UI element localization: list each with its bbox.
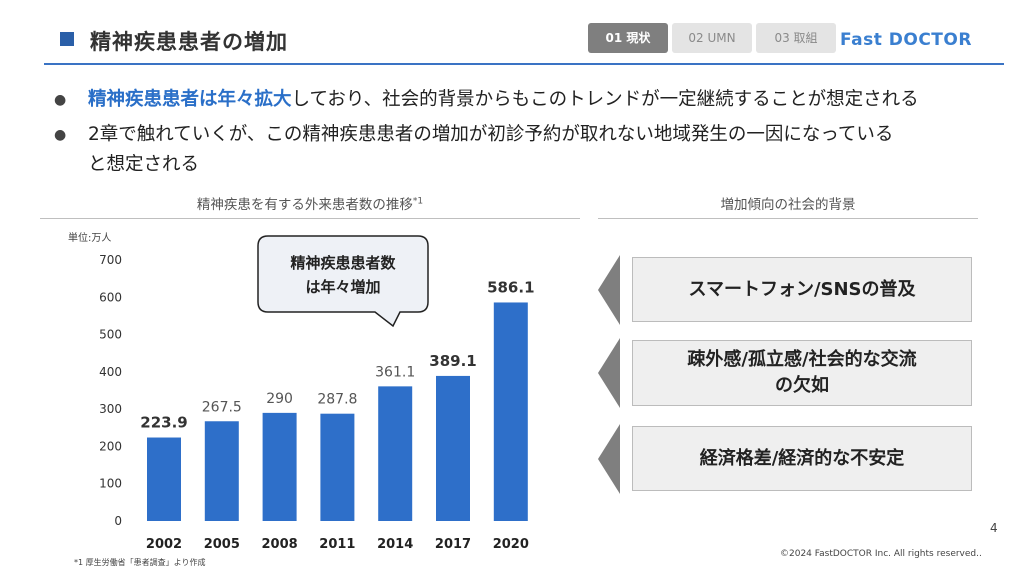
bullet-2-line-1: 2章で触れていくが、この精神疾患患者の増加が初診予約が取れない地域発生の一因にな…	[88, 124, 894, 145]
background-factor-1-line-1: スマートフォン/SNSの普及	[688, 278, 916, 300]
footnote: *1 厚生労働省「患者調査」より作成	[74, 558, 206, 567]
chart-title-note: *1	[412, 196, 424, 207]
page-number: 4	[990, 521, 998, 535]
x-tick-label: 2008	[262, 537, 298, 552]
bar-value-label: 267.5	[202, 399, 242, 415]
background-section-divider	[598, 218, 978, 219]
bullet-dot-icon: ●	[54, 127, 67, 143]
page-title: 精神疾患患者の増加	[90, 30, 288, 54]
y-tick-label: 0	[114, 514, 122, 528]
background-factor-smartphone-sns: スマートフォン/SNSの普及	[632, 257, 972, 322]
x-tick-label: 2014	[377, 537, 413, 552]
callout-text-line-2: は年々増加	[305, 278, 380, 296]
tab-current-status[interactable]: 01 現状	[588, 23, 668, 53]
bar	[493, 302, 528, 521]
background-factor-isolation: 疎外感/孤立感/社会的な交流 の欠如	[632, 340, 972, 406]
callout-bubble	[257, 235, 429, 328]
x-tick-label: 2020	[493, 537, 529, 552]
bar	[320, 413, 355, 521]
title-marker	[60, 32, 74, 46]
y-tick-label: 700	[99, 253, 122, 267]
chevron-left-icon	[598, 424, 620, 494]
bar-value-label: 287.8	[317, 392, 357, 408]
bar	[262, 412, 297, 521]
x-tick-label: 2002	[146, 537, 182, 552]
bar-value-label: 586.1	[487, 278, 534, 296]
section-tabs: 01 現状 02 UMN 03 取組	[588, 23, 836, 53]
chart-section-divider	[40, 218, 580, 219]
x-tick-label: 2005	[204, 537, 240, 552]
tab-umn[interactable]: 02 UMN	[672, 23, 752, 53]
bar	[436, 375, 470, 521]
x-tick-label: 2017	[435, 537, 471, 552]
bar-value-label: 361.1	[375, 364, 415, 380]
bullet-1-text: しており、社会的背景からもこのトレンドが一定継続することが想定される	[291, 89, 919, 110]
fastdoctor-logo: Fast DOCTOR	[840, 30, 972, 50]
background-factor-2-line-1: 疎外感/孤立感/社会的な交流	[687, 349, 917, 370]
bar-value-label: 290	[266, 391, 293, 407]
background-factor-economic-gap: 経済格差/経済的な不安定	[632, 426, 972, 491]
copyright: ©2024 FastDOCTOR Inc. All rights reserve…	[780, 549, 982, 559]
bar	[147, 437, 181, 521]
tab-initiatives[interactable]: 03 取組	[756, 23, 836, 53]
y-tick-label: 100	[99, 477, 122, 491]
chart-title-text: 精神疾患を有する外来患者数の推移	[196, 197, 413, 213]
y-tick-label: 300	[99, 402, 122, 416]
y-tick-label: 400	[99, 365, 122, 379]
y-tick-label: 500	[99, 328, 122, 342]
bullet-2-line-2: と想定される	[88, 154, 200, 175]
bullet-dot-icon: ●	[54, 92, 67, 108]
y-axis-unit-label: 単位:万人	[68, 231, 111, 244]
chevron-left-icon	[598, 255, 620, 325]
callout-text-line-1: 精神疾患患者数	[290, 254, 396, 272]
bar-value-label: 389.1	[429, 352, 476, 370]
y-tick-label: 200	[99, 439, 122, 453]
chevron-left-icon	[598, 338, 620, 408]
background-section-title: 増加傾向の社会的背景	[720, 197, 856, 213]
chart-section-title: 精神疾患を有する外来患者数の推移*1	[40, 193, 580, 214]
bar	[378, 386, 413, 521]
patient-count-bar-chart: 単位:万人 0 100 200 300 400 500 600 700 223.9 2002 267.…	[68, 231, 535, 552]
background-factor-3-line-1: 経済格差/経済的な不安定	[699, 447, 905, 469]
bar-value-label: 223.9	[140, 414, 187, 432]
background-factor-2-line-2: の欠如	[775, 375, 829, 396]
bullet-1-highlight: 精神疾患患者は年々拡大	[88, 89, 292, 110]
bar	[204, 421, 239, 521]
y-tick-label: 600	[99, 290, 122, 304]
x-tick-label: 2011	[319, 537, 355, 552]
header-divider	[44, 63, 1004, 65]
